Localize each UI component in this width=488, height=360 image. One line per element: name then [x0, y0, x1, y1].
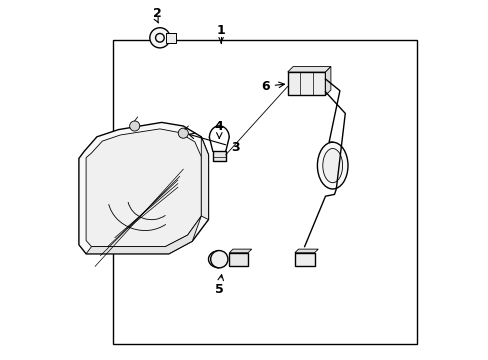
- Ellipse shape: [322, 149, 342, 183]
- Circle shape: [149, 28, 170, 48]
- Bar: [113, 40, 416, 344]
- Text: 5: 5: [215, 275, 223, 296]
- Text: 4: 4: [215, 120, 223, 139]
- Bar: [287, 72, 325, 95]
- Bar: [165, 33, 176, 43]
- Polygon shape: [325, 67, 330, 95]
- Text: 3: 3: [188, 133, 239, 154]
- Polygon shape: [287, 67, 330, 72]
- Ellipse shape: [317, 142, 347, 189]
- Polygon shape: [294, 249, 318, 253]
- Text: 6: 6: [261, 80, 284, 93]
- Bar: [212, 151, 225, 161]
- Circle shape: [178, 128, 188, 138]
- Circle shape: [210, 251, 227, 268]
- Bar: [294, 253, 314, 266]
- Bar: [229, 253, 247, 266]
- Polygon shape: [229, 249, 251, 253]
- Text: 1: 1: [216, 24, 225, 37]
- Polygon shape: [86, 216, 201, 254]
- Circle shape: [129, 121, 140, 131]
- Polygon shape: [201, 137, 208, 220]
- Polygon shape: [79, 122, 208, 254]
- Text: 2: 2: [152, 7, 161, 20]
- Polygon shape: [86, 129, 201, 247]
